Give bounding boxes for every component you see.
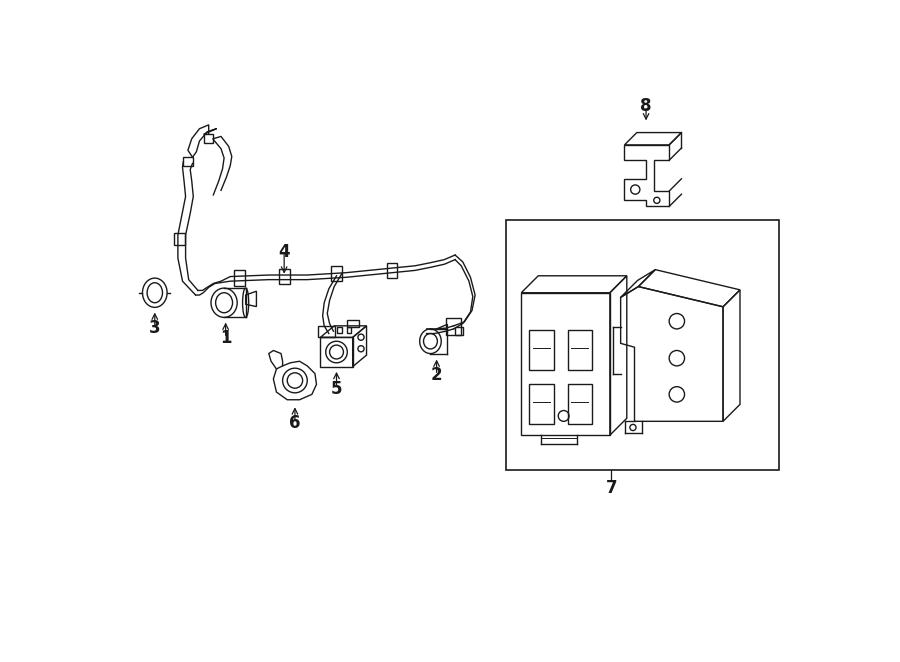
Text: 7: 7	[606, 479, 617, 496]
Bar	[446, 318, 461, 335]
Text: 3: 3	[149, 319, 160, 337]
Text: 6: 6	[289, 414, 301, 432]
Bar	[455, 328, 463, 335]
Bar	[318, 326, 335, 336]
Bar	[234, 270, 245, 286]
Bar	[346, 326, 351, 333]
Bar	[568, 330, 592, 370]
Text: 5: 5	[331, 380, 342, 398]
Text: 2: 2	[431, 366, 443, 384]
Text: 1: 1	[220, 329, 231, 347]
Bar	[204, 134, 213, 144]
Bar	[529, 330, 554, 370]
Bar	[521, 293, 610, 435]
Bar	[338, 326, 342, 333]
Text: 8: 8	[640, 97, 652, 115]
Bar	[346, 320, 359, 328]
Text: 4: 4	[278, 243, 290, 261]
Bar	[506, 220, 779, 470]
Bar	[331, 265, 342, 281]
Bar	[174, 232, 184, 245]
Bar	[529, 383, 554, 424]
Bar	[568, 383, 592, 424]
Bar	[387, 263, 397, 278]
Bar	[184, 157, 193, 166]
Bar	[320, 338, 353, 367]
Bar	[279, 269, 290, 284]
